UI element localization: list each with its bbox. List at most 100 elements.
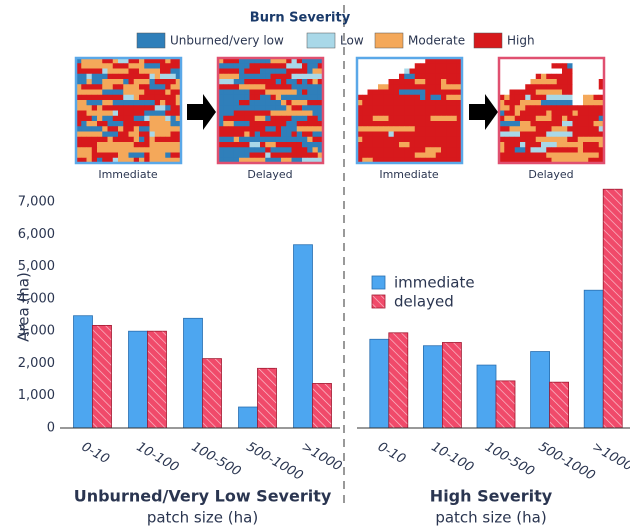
map-pixel: [260, 142, 266, 148]
map-pixel: [302, 100, 308, 106]
map-pixel: [394, 79, 400, 85]
map-pixel: [441, 79, 447, 85]
map-pixel: [541, 111, 547, 117]
map-pixel: [239, 63, 245, 69]
map-pixel: [286, 74, 292, 80]
bar: [313, 383, 332, 428]
map-pixel: [583, 126, 589, 132]
map-pixel: [594, 132, 600, 138]
map-pixel: [431, 95, 437, 101]
map-pixel: [578, 116, 584, 122]
map-pixel: [373, 147, 379, 153]
map-pixel: [92, 142, 98, 148]
map-pixel: [102, 95, 108, 101]
map-pixel: [425, 147, 431, 153]
bar: [93, 325, 112, 428]
map-pixel: [297, 121, 303, 127]
map-pixel: [223, 95, 229, 101]
map-pixel: [594, 147, 600, 153]
legend-title: Burn Severity: [250, 11, 351, 26]
map-pixel: [594, 153, 600, 159]
map-pixel: [404, 90, 410, 96]
map-pixel: [92, 105, 98, 111]
map-pixel: [139, 121, 145, 127]
map-pixel: [389, 84, 395, 90]
map-pixel: [520, 100, 526, 106]
map-pixel: [234, 111, 240, 117]
map-pixel: [160, 79, 166, 85]
map-pixel: [404, 142, 410, 148]
map-pixel: [399, 105, 405, 111]
map-pixel: [81, 105, 87, 111]
map-pixel: [394, 132, 400, 138]
x-tick-label: 500-1000: [244, 440, 306, 484]
map-pixel: [160, 63, 166, 69]
map-pixel: [134, 105, 140, 111]
map-pixel: [588, 105, 594, 111]
map-pixel: [567, 137, 573, 143]
map-pixel: [573, 132, 579, 138]
legend-label: Low: [340, 34, 364, 48]
map-pixel: [92, 69, 98, 75]
map-pixel: [297, 147, 303, 153]
map-pixel: [244, 79, 250, 85]
map-pixel: [594, 105, 600, 111]
map-pixel: [368, 63, 374, 69]
map-pixel: [244, 63, 250, 69]
map-pixel: [87, 95, 93, 101]
map-pixel: [286, 153, 292, 159]
map-pixel: [144, 105, 150, 111]
map-pixel: [281, 126, 287, 132]
bar: [477, 365, 496, 428]
map-pixel: [504, 69, 510, 75]
map-pixel: [452, 95, 458, 101]
map-pixel: [97, 153, 103, 159]
map-pixel: [441, 137, 447, 143]
map-pixel: [362, 147, 368, 153]
map-pixel: [229, 147, 235, 153]
map-pixel: [108, 121, 114, 127]
map-pixel: [383, 153, 389, 159]
map-pixel: [531, 126, 537, 132]
map-pixel: [389, 111, 395, 117]
map-pixel: [452, 74, 458, 80]
map-pixel: [452, 79, 458, 85]
map-pixel: [389, 121, 395, 127]
map-pixel: [271, 79, 277, 85]
map-pixel: [255, 121, 261, 127]
map-pixel: [446, 147, 452, 153]
map-pixel: [410, 100, 416, 106]
map-pixel: [588, 111, 594, 117]
map-pixel: [531, 74, 537, 80]
map-pixel: [302, 105, 308, 111]
map-pixel: [446, 111, 452, 117]
map-pixel: [536, 142, 542, 148]
map-pixel: [415, 111, 421, 117]
map-pixel: [557, 132, 563, 138]
map-pixel: [87, 116, 93, 122]
map-pixel: [134, 79, 140, 85]
map-pixel: [223, 84, 229, 90]
map-pixel: [368, 84, 374, 90]
map-pixel: [234, 63, 240, 69]
map-pixel: [87, 90, 93, 96]
map-pixel: [271, 142, 277, 148]
map-pixel: [118, 69, 124, 75]
map-pixel: [441, 116, 447, 122]
map-pixel: [281, 95, 287, 101]
map-pixel: [134, 126, 140, 132]
map-pixel: [399, 126, 405, 132]
map-pixel: [546, 147, 552, 153]
map-label: Delayed: [528, 168, 573, 181]
map-pixel: [588, 84, 594, 90]
map-pixel: [525, 142, 531, 148]
map-pixel: [415, 137, 421, 143]
map-pixel: [531, 90, 537, 96]
map-pixel: [171, 74, 177, 80]
map-pixel: [531, 111, 537, 117]
map-pixel: [425, 63, 431, 69]
map-pixel: [239, 126, 245, 132]
map-pixel: [515, 142, 521, 148]
map-pixel: [399, 142, 405, 148]
map-pixel: [441, 84, 447, 90]
